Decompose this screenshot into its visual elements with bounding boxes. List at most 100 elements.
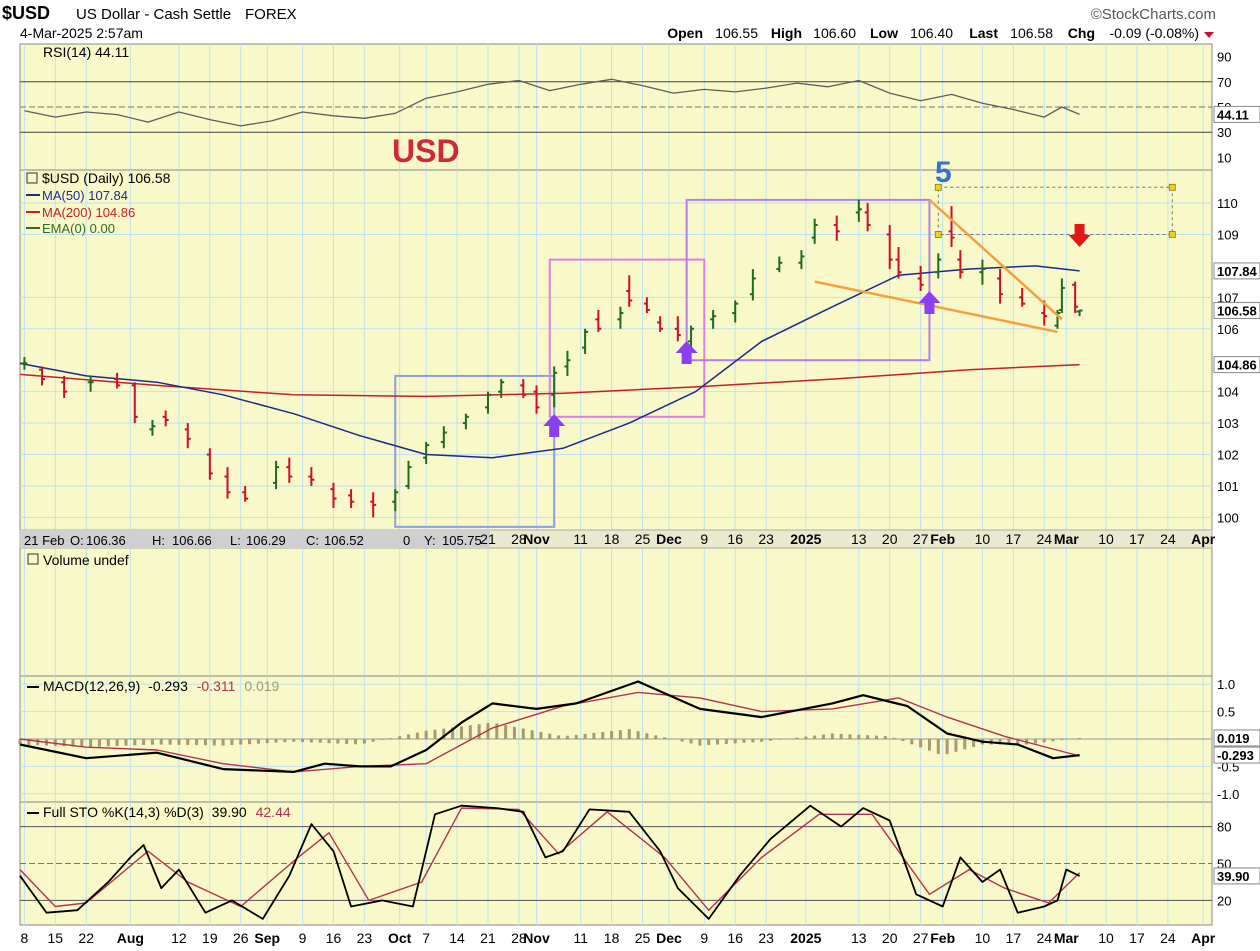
chg-value: -0.09 (-0.08%) — [1110, 25, 1199, 41]
macd-hist-bar — [133, 739, 137, 746]
sto-tick-80: 80 — [1217, 820, 1231, 835]
macd-hist-bar — [459, 726, 463, 739]
info-extra: 0 — [403, 533, 410, 548]
trendline-1 — [928, 198, 1063, 321]
macd-legend-text: MACD(12,26,9) -0.293 -0.311 0.019 — [43, 678, 280, 694]
macd-hist-bar — [707, 739, 711, 746]
macd-tag-1: -0.293 — [1217, 748, 1254, 763]
x-tick-label-mid: 16 — [727, 531, 743, 547]
rsi-legend-text: RSI(14) 44.11 — [43, 44, 129, 60]
macd-hist-bar — [106, 739, 110, 747]
volume-legend-text: Volume undef — [43, 552, 129, 568]
instrument-name: US Dollar - Cash Settle — [76, 6, 231, 23]
exchange-label: FOREX — [245, 6, 297, 23]
ma200-line — [19, 363, 1080, 398]
macd-hist-bar — [230, 739, 234, 746]
x-tick-label-mid: 25 — [635, 531, 651, 547]
rsi-line — [24, 78, 1080, 127]
macd-hist-bar — [177, 739, 181, 745]
volume-panel-bg — [19, 547, 1213, 677]
price-tag-0: 107.84 — [1217, 264, 1258, 279]
sto-tag-0: 39.90 — [1217, 869, 1250, 884]
macd-hist-bar — [36, 739, 40, 746]
macd-hist-bar — [857, 734, 861, 739]
macd-hist-bar — [407, 734, 411, 739]
x-tick-label: 17 — [1129, 930, 1145, 946]
x-tick-label: 25 — [635, 930, 651, 946]
info-o-value: 106.36 — [86, 533, 126, 548]
macd-tick: 1.0 — [1217, 677, 1235, 692]
macd-hist-bar — [874, 735, 878, 739]
rsi-tick-90: 90 — [1217, 50, 1231, 65]
x-tick-label-mid: 28 — [511, 531, 527, 547]
x-tick-label: Dec — [656, 930, 682, 946]
macd-hist-bar — [442, 728, 446, 739]
macd-hist-bar — [742, 739, 746, 743]
chart-header: $USD US Dollar - Cash Settle FOREX ©Stoc… — [2, 3, 1216, 41]
price-panel-bg — [19, 169, 1213, 531]
macd-hist-bar — [883, 736, 887, 739]
price-tag-1: 106.58 — [1217, 304, 1257, 319]
measure-handle-3 — [1168, 231, 1176, 238]
macd-line — [19, 680, 1080, 774]
info-l-value: 106.29 — [246, 533, 286, 548]
x-axis: 8 15 22 Aug 12 19 26 Sep 9 16 23 Oct 7 1421212828NovN… — [19, 529, 1216, 946]
macd-legend-signal: -0.311 — [197, 678, 236, 694]
x-tick-label: 11 — [573, 930, 588, 946]
macd-hist-bar — [292, 739, 296, 742]
info-y-label: Y: — [424, 533, 436, 548]
trendline-0 — [814, 280, 1058, 334]
x-tick-label: 2025 — [790, 930, 821, 946]
x-tick-label: 24 — [1160, 930, 1176, 946]
macd-hist-bar — [327, 739, 331, 744]
x-tick-label: 8 — [21, 930, 29, 946]
macd-hist-bar — [1060, 739, 1064, 741]
macd-hist-bar — [97, 739, 101, 747]
macd-hist-bar — [80, 739, 84, 748]
high-label: High — [771, 25, 802, 41]
x-tick-label: 22 — [78, 930, 94, 946]
x-tick-label: Aug — [117, 930, 144, 946]
macd-hist-bar — [610, 731, 614, 739]
macd-hist-bar — [256, 739, 260, 744]
macd-hist-bar — [371, 739, 375, 742]
ema-legend-text: EMA(0) 0.00 — [42, 221, 115, 236]
macd-hist-bar — [574, 734, 578, 739]
annotation-box-0 — [394, 374, 556, 528]
macd-hist-bar — [618, 730, 622, 739]
macd-hist-bar — [89, 739, 93, 748]
x-tick-label: Nov — [523, 930, 550, 946]
x-tick-label: 24 — [1036, 930, 1052, 946]
x-tick-label: 27 — [913, 930, 929, 946]
info-y-value: 105.75 — [442, 533, 482, 548]
macd-hist-bar — [972, 739, 976, 747]
x-tick-label-mid: 27 — [913, 531, 929, 547]
price-panel: 100101102103104106107109110107.84106.581… — [19, 169, 1260, 554]
macd-hist-bar — [274, 739, 278, 743]
x-tick-label-mid: 17 — [1129, 531, 1145, 547]
rsi-last-tag-box — [1213, 105, 1260, 123]
macd-tick: -1.0 — [1217, 787, 1239, 802]
macd-hist-bar — [830, 733, 834, 739]
macd-hist-bar — [945, 739, 949, 755]
macd-hist-bar — [212, 739, 216, 746]
macd-hist-bar — [389, 738, 393, 739]
macd-tag-0: 0.019 — [1217, 731, 1250, 746]
macd-hist-bar — [548, 733, 552, 739]
price-tag-2: 104.86 — [1217, 358, 1257, 373]
macd-hist-bar — [203, 739, 207, 746]
open-value: 106.55 — [715, 25, 758, 41]
x-tick-label-mid: Dec — [656, 531, 682, 547]
chg-label: Chg — [1068, 25, 1095, 41]
macd-hist-bar — [1078, 737, 1082, 739]
price-tick-106: 106 — [1217, 322, 1239, 337]
info-o-label: O: — [70, 533, 84, 548]
rsi-last-tag: 44.11 — [1217, 107, 1249, 122]
down-arrow-icon — [1068, 224, 1091, 247]
macd-hist-bar — [654, 735, 658, 739]
sto-tag-0-box — [1213, 867, 1260, 885]
x-tick-label: 9 — [700, 930, 708, 946]
x-tick-label: 23 — [758, 930, 774, 946]
x-tick-label-mid: 11 — [573, 531, 588, 547]
